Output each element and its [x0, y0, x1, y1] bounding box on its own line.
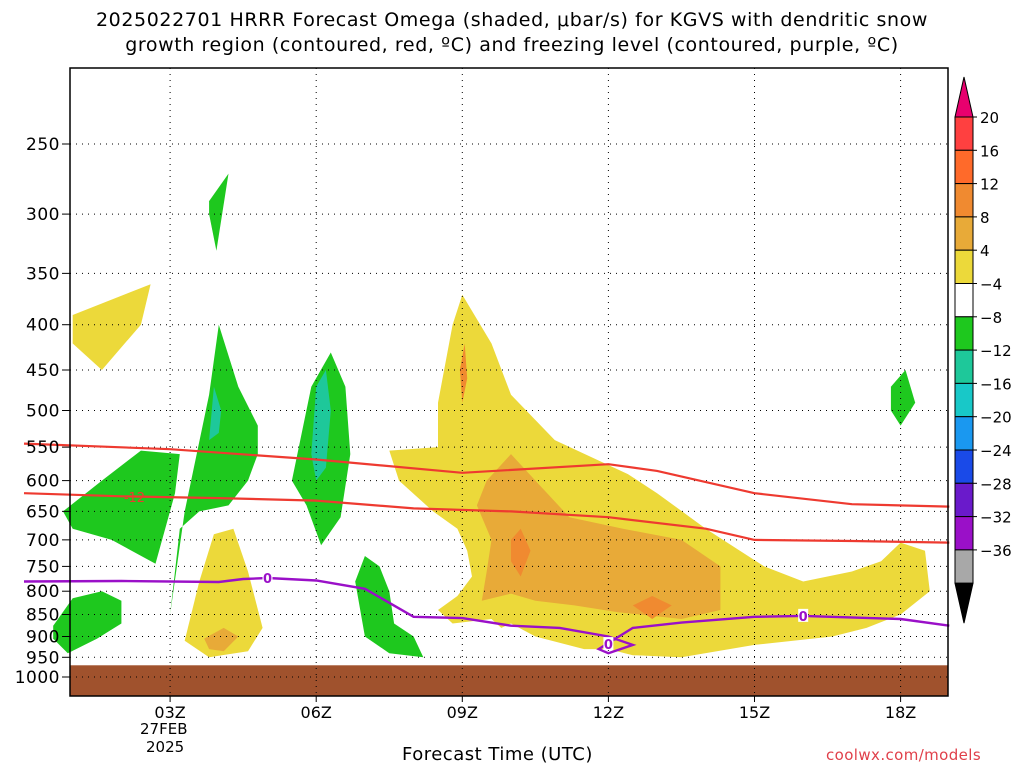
- omega-blob-dark-orange: [632, 596, 672, 619]
- x-tick-label: 18Z: [885, 703, 916, 722]
- colorbar-band: [954, 216, 974, 251]
- colorbar-band: [954, 516, 974, 551]
- colorbar-label: −24: [980, 442, 1012, 460]
- x-tick-label: 06Z: [301, 703, 332, 722]
- x-tick-label: 09Z: [447, 703, 478, 722]
- x-tick-label: 03Z: [154, 703, 185, 722]
- omega-blob-yellow: [72, 284, 151, 370]
- colorbar-label: 20: [980, 109, 999, 127]
- omega-blob-dark-orange: [511, 528, 531, 577]
- omega-blob-green: [355, 556, 424, 658]
- omega-blob-green: [209, 173, 229, 251]
- omega-blob-teal: [209, 386, 222, 441]
- freezing-label-bg: [262, 571, 273, 585]
- colorbar-band: [954, 183, 974, 218]
- y-tick-label: 950: [26, 648, 60, 668]
- colorbar-label: −36: [980, 542, 1012, 560]
- omega-blob-dark-orange: [459, 343, 468, 403]
- colorbar-label: 4: [980, 242, 990, 260]
- colorbar-label: 12: [980, 176, 999, 194]
- freezing-level-contour: [23, 576, 950, 655]
- y-tick-label: 550: [26, 438, 60, 458]
- colorbar-band: [954, 316, 974, 351]
- omega-blob-green: [170, 324, 258, 615]
- x-tick-label: 12Z: [593, 703, 624, 722]
- contours-layer: -12 0 0 0: [23, 442, 950, 655]
- colorbar-label: −12: [980, 342, 1012, 360]
- x-axis-tick-labels: 03Z 06Z 09Z 12Z 15Z 18Z: [154, 703, 916, 722]
- colorbar-band: [954, 116, 974, 151]
- source-credit: coolwx.com/models: [826, 746, 982, 764]
- freezing-contour-label: 0: [799, 610, 808, 625]
- freezing-contour-label: 0: [263, 572, 272, 587]
- colorbar-band: [954, 549, 974, 584]
- omega-blob-yellow: [184, 528, 263, 658]
- colorbar-label: −28: [980, 475, 1012, 493]
- y-tick-label: 750: [26, 557, 60, 577]
- omega-shading-layer: [53, 173, 948, 696]
- dendritic-growth-contour: [23, 442, 950, 508]
- y-tick-label: 250: [26, 135, 60, 155]
- omega-blob-green: [53, 591, 122, 654]
- colorbar-band: [954, 416, 974, 451]
- y-tick-label: 900: [26, 627, 60, 647]
- date-label-year: 2025: [146, 738, 185, 756]
- y-tick-label: 500: [26, 402, 60, 422]
- colorbar-bottom-arrow: [954, 582, 974, 624]
- omega-blob-green: [63, 450, 180, 564]
- colorbar-band: [954, 149, 974, 185]
- omega-blob-orange: [204, 627, 239, 652]
- colorbar-band: [954, 249, 974, 284]
- y-tick-label: 700: [26, 531, 60, 551]
- colorbar-band: [954, 449, 974, 484]
- colorbar-label: 16: [980, 142, 999, 160]
- y-tick-label: 1000: [15, 668, 60, 688]
- chart-title-line-1: 2025022701 HRRR Forecast Omega (shaded, …: [95, 9, 929, 31]
- colorbar-label: −16: [980, 375, 1012, 393]
- omega-blob-orange: [476, 454, 721, 619]
- freezing-label-bg: [603, 637, 614, 651]
- colorbar-band: [954, 382, 974, 418]
- y-tick-label: 450: [26, 361, 60, 381]
- colorbar-label: −4: [980, 276, 1002, 294]
- omega-colorbar: 20 16 12 8 4 −4 −8 −12 −16 −20 −24 −28 −32 −36: [954, 76, 1012, 624]
- y-tick-label: 300: [26, 205, 60, 225]
- chart-title-line-2: growth region (contoured, red, ºC) and f…: [125, 34, 899, 56]
- dendritic-growth-contour: [23, 492, 950, 544]
- colorbar-label: −20: [980, 409, 1012, 427]
- y-tick-label: 350: [26, 264, 60, 284]
- y-axis-tick-labels: 2503003504004505005506006507007508008509…: [15, 135, 60, 688]
- ground-below-surface: [70, 665, 948, 696]
- colorbar-top-arrow: [954, 76, 974, 118]
- x-tick-label: 15Z: [739, 703, 770, 722]
- colorbar-band: [954, 349, 974, 384]
- y-tick-label: 600: [26, 472, 60, 492]
- y-tick-label: 800: [26, 582, 60, 602]
- freezing-label-bg: [798, 608, 809, 622]
- plot-frame: [69, 67, 949, 697]
- colorbar-label: −8: [980, 309, 1002, 327]
- y-tick-label: 400: [26, 316, 60, 336]
- colorbar-band: [954, 482, 974, 518]
- y-tick-label: 850: [26, 606, 60, 626]
- y-tick-label: 650: [26, 502, 60, 522]
- date-label-day: 27FEB: [140, 720, 188, 738]
- colorbar-label: 8: [980, 209, 990, 227]
- dendritic-contour-label: -12: [124, 491, 145, 506]
- colorbar-label: −32: [980, 509, 1012, 527]
- colorbar-band: [954, 283, 974, 318]
- freezing-contour-label: 0: [604, 638, 613, 653]
- x-axis-title: Forecast Time (UTC): [402, 744, 593, 765]
- omega-blob-green: [890, 370, 916, 426]
